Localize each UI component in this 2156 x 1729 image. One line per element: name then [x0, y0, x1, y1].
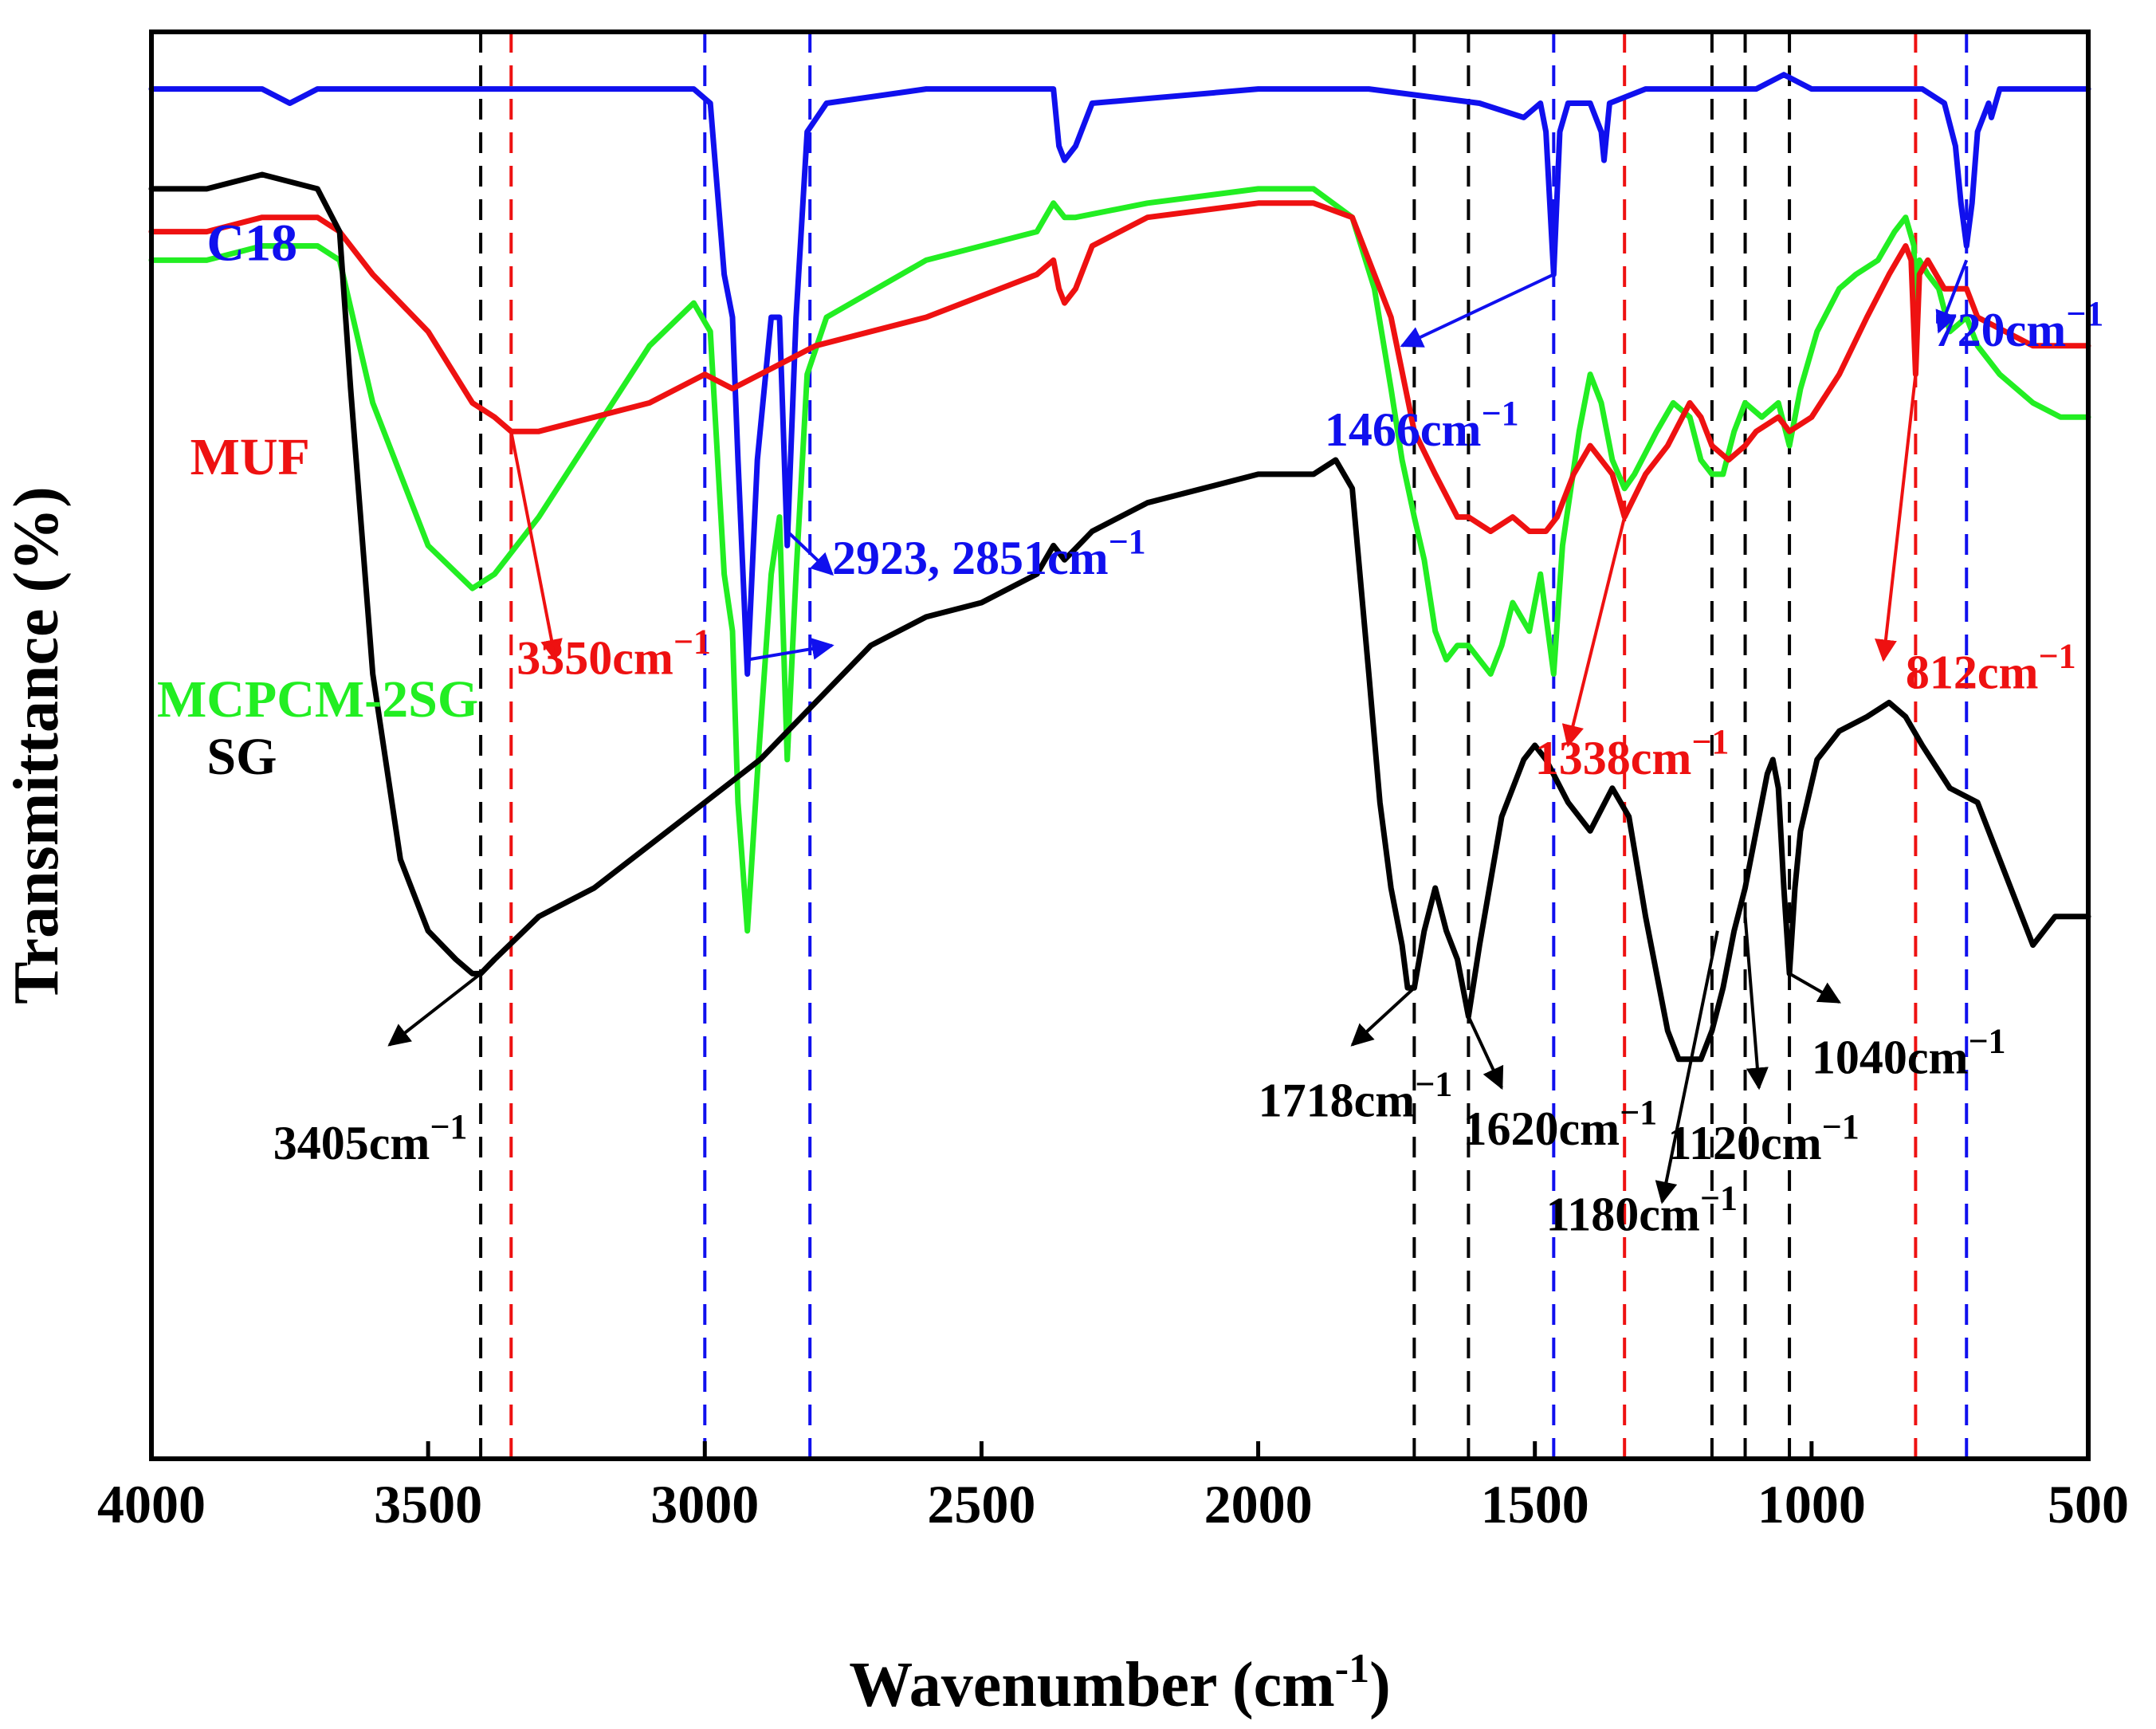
annotation-arrow-5	[1561, 517, 1627, 748]
series-line-sg	[148, 171, 2091, 1063]
annotation-arrow-11	[1743, 916, 1769, 1090]
x-tick-label-1000: 1000	[1757, 1474, 1866, 1534]
reference-lines	[479, 32, 1969, 1459]
peak-annotations: 2923, 2851cm−1 1466cm−1 720cm−1 3350cm−1 133…	[273, 259, 2104, 1241]
annotation-arrow-7	[387, 972, 482, 1047]
annotation-arrow-1	[747, 638, 835, 662]
x-tick-label-2000: 2000	[1204, 1474, 1313, 1534]
annotation-arrow-2	[1400, 273, 1555, 348]
series-labels: MCPCM-2SG C18 MUF SG	[157, 214, 478, 785]
x-tick-label-4000: 4000	[97, 1474, 206, 1534]
annotation-arrow-12	[1789, 972, 1842, 1004]
series-lines	[148, 72, 2091, 1063]
x-tick-label-2500: 2500	[927, 1474, 1035, 1534]
series-line-c18	[148, 72, 2091, 677]
annotation-arrow-10	[1655, 930, 1719, 1204]
annotation-label-8: 1718cm−1	[1259, 1064, 1453, 1126]
annotation-label-12: 1040cm−1	[1812, 1022, 2006, 1084]
series-line-mcpcm-2sg	[148, 186, 2091, 934]
x-axis: 4000 3500 3000 2500 2000 1500 1000 500	[97, 1441, 2129, 1534]
annotation-label-4: 3350cm−1	[516, 623, 711, 685]
annotation-label-11: 1120cm−1	[1667, 1107, 1859, 1169]
x-tick-label-3500: 3500	[374, 1474, 482, 1534]
annotation-label-3: 720cm−1	[1934, 294, 2104, 356]
series-label-c18: C18	[206, 214, 297, 272]
series-label-sg: SG	[206, 728, 277, 786]
annotation-label-0: 2923, 2851cm−1	[832, 522, 1146, 584]
y-axis-title: Transmittance (%)	[2, 486, 72, 1004]
x-tick-label-500: 500	[2048, 1474, 2129, 1534]
x-axis-title: Wavenumber (cm-1)	[849, 1646, 1391, 1720]
series-line-muf	[148, 200, 2091, 534]
annotation-label-2: 1466cm−1	[1325, 394, 1519, 456]
annotation-arrow-4	[509, 430, 563, 662]
annotation-label-5: 1338cm−1	[1535, 722, 1730, 784]
annotation-arrow-6	[1875, 374, 1918, 662]
annotation-label-9: 1620cm−1	[1463, 1093, 1657, 1155]
annotation-arrow-0	[786, 530, 834, 576]
series-label-mcpcm-2sg: MCPCM-2SG	[157, 670, 478, 729]
annotation-label-6: 812cm−1	[1906, 636, 2076, 698]
annotation-arrow-3	[1935, 259, 1969, 334]
annotation-arrow-9	[1467, 1016, 1504, 1090]
annotation-label-7: 3405cm−1	[273, 1107, 468, 1169]
series-label-muf: MUF	[190, 428, 310, 486]
annotation-label-10: 1180cm−1	[1546, 1179, 1738, 1241]
x-tick-label-1500: 1500	[1481, 1474, 1589, 1534]
annotation-arrow-8	[1350, 986, 1416, 1047]
x-tick-label-3000: 3000	[650, 1474, 759, 1534]
plot-frame	[149, 29, 2091, 1461]
